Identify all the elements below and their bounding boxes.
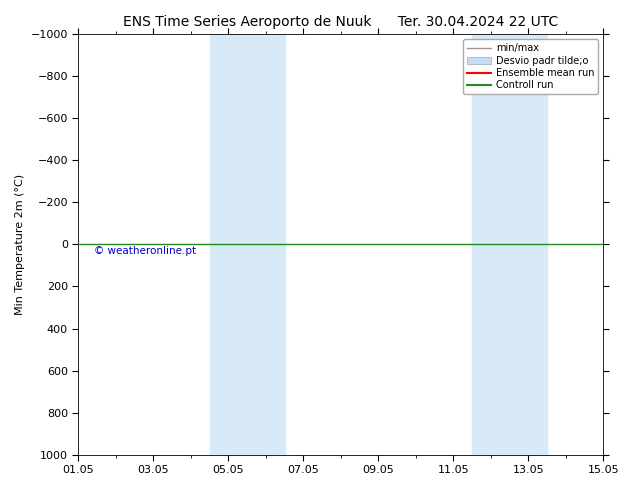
Legend: min/max, Desvio padr tilde;o, Ensemble mean run, Controll run: min/max, Desvio padr tilde;o, Ensemble m… bbox=[463, 39, 598, 94]
Bar bbox=[210, 34, 285, 455]
Title: ENS Time Series Aeroporto de Nuuk      Ter. 30.04.2024 22 UTC: ENS Time Series Aeroporto de Nuuk Ter. 3… bbox=[123, 15, 559, 29]
Y-axis label: Min Temperature 2m (°C): Min Temperature 2m (°C) bbox=[15, 174, 25, 315]
Text: © weatheronline.pt: © weatheronline.pt bbox=[94, 246, 196, 256]
Bar bbox=[472, 34, 547, 455]
